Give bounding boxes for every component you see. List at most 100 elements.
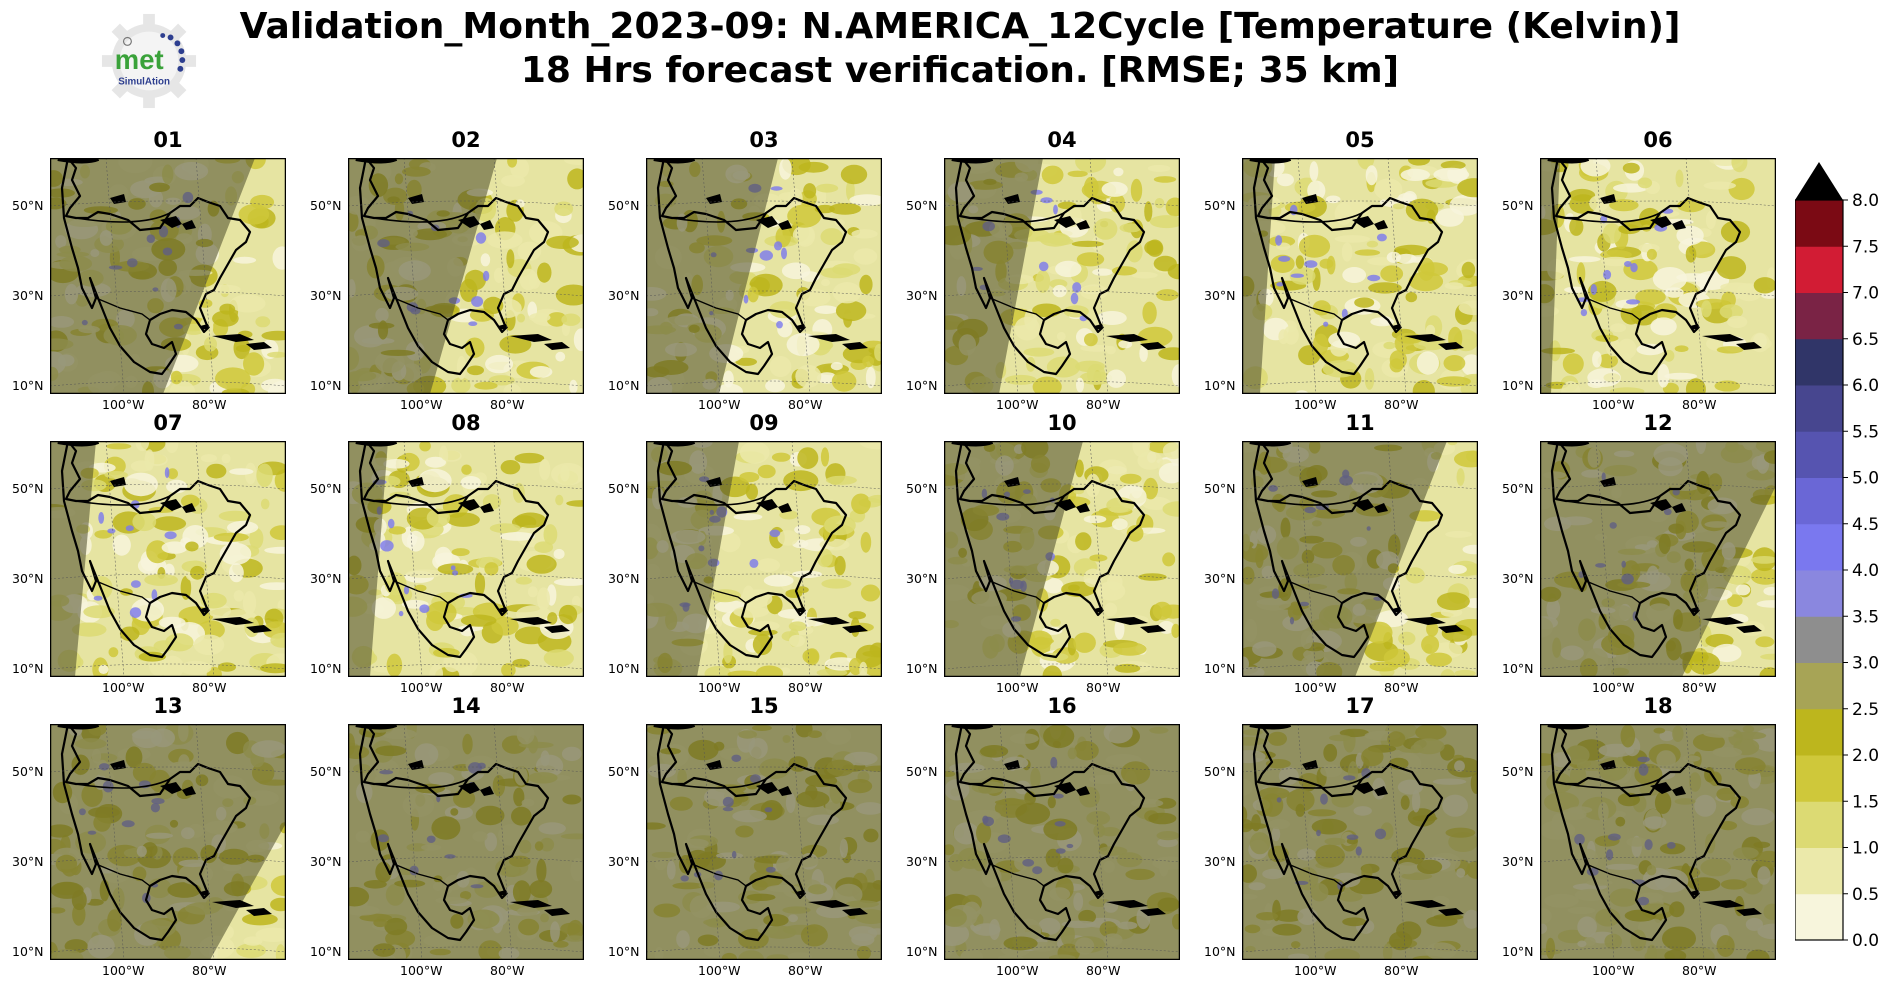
longitude-tick-label: 100°W [1294,963,1337,978]
field-blob [229,563,244,583]
islands [796,324,868,350]
colorbar-tick-label: 3.0 [1852,654,1879,674]
us-canada-border [1565,495,1661,506]
coastline [1550,724,1742,942]
high-error-spot [130,580,141,588]
field-blob [1756,600,1776,608]
latitude-gridline [944,200,1180,207]
field-blob [1298,234,1331,258]
us-canada-border [1267,495,1363,506]
latitude-gridline [348,573,584,580]
panel-title: 14 [451,694,481,718]
latitude-tick-label: 30°N [1502,288,1534,303]
field-blob [769,355,792,378]
field-blob [212,310,239,327]
field-blob [1075,532,1092,551]
us-mexico-border [1287,297,1343,321]
field-blob [755,665,784,677]
field-blob [1364,368,1375,390]
field-blob [491,616,519,636]
field-blob [1443,355,1466,372]
map-frame [646,724,882,960]
field-blob [1662,382,1679,394]
field-blob [1076,377,1084,393]
field-blob [459,666,473,677]
field-blob [1400,168,1430,181]
us-mexico-border [1287,580,1343,604]
field-blob [236,943,266,958]
longitude-tick-label: 80°W [490,397,525,412]
field-blob [446,512,480,527]
map-frame [50,441,286,677]
field-blob [1652,267,1687,291]
field-blob [1714,380,1741,392]
field-blob [1605,337,1620,357]
field-blob [1629,304,1658,326]
high-error-spot [93,595,103,601]
field-blob [1113,167,1124,177]
field-blob [255,927,286,942]
latitude-tick-label: 50°N [1502,198,1534,213]
colorbar-tick-label: 1.0 [1852,839,1879,859]
field-blob [1600,250,1632,260]
field-blob [487,231,523,249]
field-blob [1735,584,1751,596]
field-blob [1609,199,1639,212]
forecast-panel-17: 17 50°N 30°N 10°N 100°W 80°W [1204,694,1478,978]
colorbar-swatch [1795,755,1843,802]
lakes [1302,194,1388,230]
latitude-gridline [646,946,882,953]
field-blob [1597,353,1618,369]
us-mexico-border [393,297,449,321]
field-blob [507,158,518,168]
field-blob [1461,354,1478,376]
field-blob [874,343,882,362]
field-blob [859,441,882,450]
map-frame [1242,158,1478,394]
field-blob [555,494,564,506]
panel-title: 08 [451,411,481,435]
high-error-spot [468,321,478,326]
latitude-gridline [1540,380,1776,387]
field-blob [849,194,882,206]
high-error-spot [1276,282,1284,287]
field-blob [1144,201,1153,222]
longitude-tick-label: 100°W [996,963,1039,978]
field-blob [1106,369,1126,388]
field-blob [1609,387,1645,394]
field-blob [230,294,266,313]
field-blob [98,664,109,674]
islands [1392,890,1464,916]
coastline [358,441,550,659]
logo-subtext: SimulAtion [118,77,170,88]
high-error-spot [749,558,759,568]
field-blob [1159,604,1180,619]
field-blob [1458,300,1478,316]
lakes [110,194,196,230]
field-blob [467,365,484,376]
latitude-gridline [348,946,584,953]
field-blob [821,578,852,589]
field-blob [815,183,839,193]
field-blob [94,530,113,539]
field-blob [1569,217,1584,236]
high-error-spot [1038,261,1049,272]
field-blob [529,366,553,378]
colorbar-tick-label: 4.5 [1852,515,1879,535]
field-blob [170,370,183,385]
lakes [1600,194,1686,230]
field-blob [1162,501,1180,517]
field-blob [742,585,755,608]
field-blob [1454,669,1476,677]
gear-logo-icon [101,13,197,109]
field-blob [1716,256,1747,280]
field-blob [1171,364,1180,387]
field-blob [1716,346,1744,354]
latitude-gridline [348,483,584,490]
field-blob [1142,301,1157,325]
latitude-gridline [348,290,584,297]
field-blob [1162,552,1176,567]
panel-title: 17 [1345,694,1375,718]
panel-map [1242,158,1478,394]
